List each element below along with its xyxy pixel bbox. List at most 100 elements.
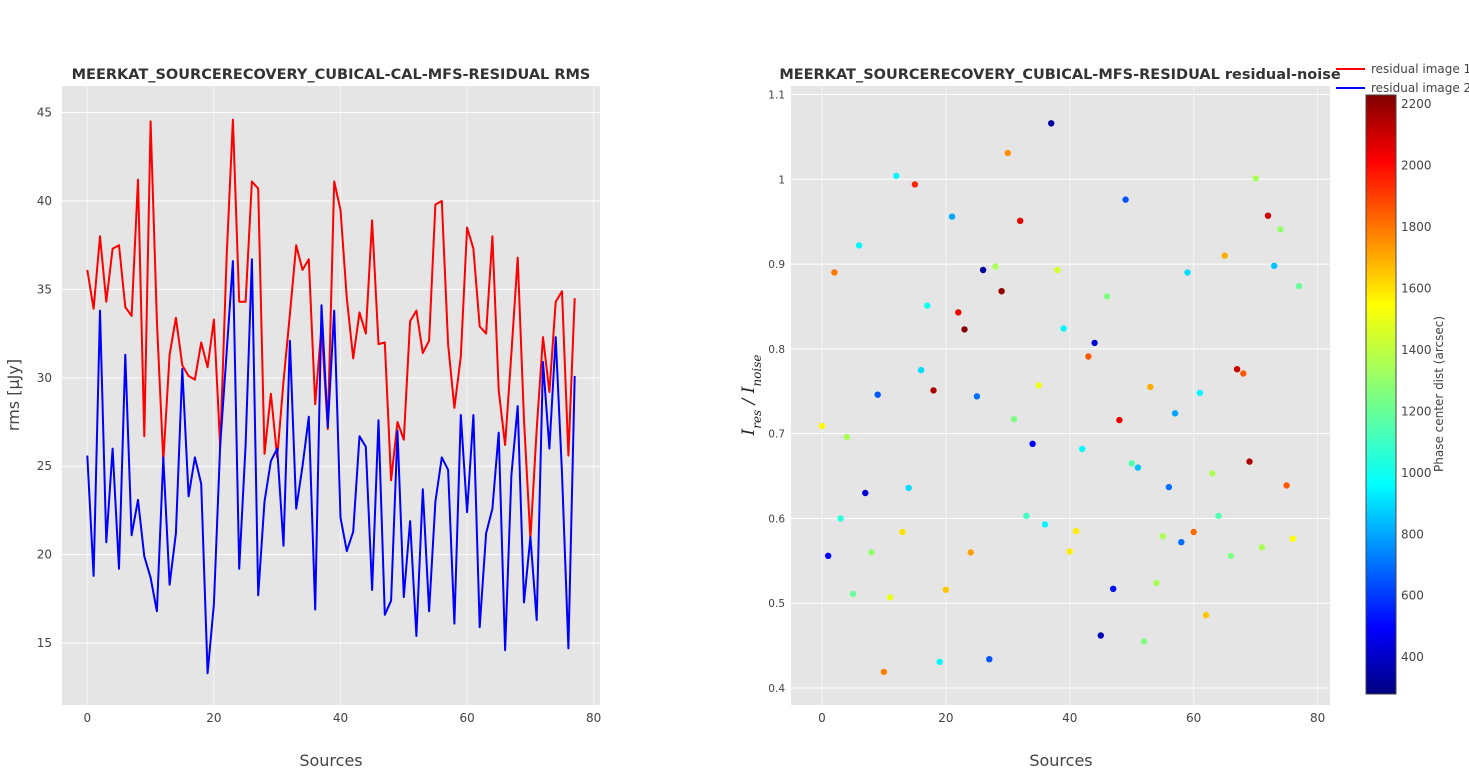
scatter-point	[837, 515, 844, 522]
right-x-tick-label: 0	[818, 711, 826, 725]
left-series-line-2	[86, 258, 576, 675]
scatter-point	[831, 269, 838, 276]
scatter-point	[1246, 458, 1253, 465]
right-y-tick-label: 1	[778, 174, 785, 186]
scatter-point	[862, 489, 869, 497]
scatter-point	[1277, 226, 1284, 233]
scatter-point	[1215, 512, 1222, 520]
scatter-point	[1264, 212, 1272, 219]
right-chart-title: MEERKAT_SOURCERECOVERY_CUBICAL-MFS-RESID…	[779, 67, 1341, 83]
legend-label-series2[interactable]: residual image 2	[1371, 81, 1469, 95]
scatter-point	[1079, 445, 1086, 453]
scatter-point	[1140, 638, 1148, 645]
scatter-point	[930, 387, 937, 394]
scatter-point	[1035, 382, 1043, 389]
scatter-point	[868, 549, 875, 556]
scatter-point	[855, 242, 863, 249]
colorbar-tick-label: 2200	[1401, 97, 1432, 111]
scatter-point	[1023, 512, 1030, 520]
scatter-point	[1091, 339, 1098, 347]
right-y-axis-label: Ires / Inoise	[739, 354, 764, 436]
scatter-point	[1258, 544, 1266, 551]
left-x-tick-label: 80	[586, 711, 601, 725]
left-y-tick-label: 45	[37, 106, 52, 120]
right-gridlines	[791, 86, 1330, 705]
scatter-point	[1233, 366, 1241, 373]
scatter-point	[1134, 464, 1142, 471]
scatter-point	[1017, 217, 1024, 224]
colorbar-tick-label: 1400	[1401, 343, 1432, 357]
right-scatter-points	[818, 120, 1303, 676]
scatter-point	[1004, 149, 1011, 157]
scatter-point	[1097, 632, 1105, 639]
left-y-tick-label: 35	[37, 282, 52, 296]
right-y-tick-label: 0.5	[768, 598, 785, 610]
right-y-tick-label: 0.7	[768, 429, 785, 441]
scatter-point	[1184, 269, 1191, 276]
scatter-point	[893, 172, 900, 180]
scatter-point	[1103, 293, 1111, 300]
left-x-tick-label: 60	[459, 711, 474, 725]
scatter-point	[1048, 120, 1055, 127]
scatter-point	[1029, 440, 1036, 447]
right-y-ticks: 0.4 0.5 0.6 0.7 0.8 0.9 1 1.1	[768, 89, 785, 695]
scatter-point	[948, 213, 956, 220]
scatter-point	[1159, 533, 1166, 540]
right-y-tick-label: 0.4	[768, 683, 785, 695]
right-x-tick-label: 20	[938, 711, 953, 725]
scatter-point	[1153, 579, 1160, 587]
left-x-tick-label: 40	[333, 711, 348, 725]
scatter-point	[1085, 353, 1092, 360]
scatter-point	[967, 549, 974, 556]
right-y-tick-label: 1.1	[768, 89, 785, 101]
left-plot-area	[62, 86, 600, 705]
legend-label-series1[interactable]: residual image 1	[1371, 62, 1469, 76]
scatter-point	[1209, 470, 1216, 477]
scatter-point	[843, 433, 850, 441]
left-y-tick-label: 25	[37, 459, 52, 473]
scatter-point	[1128, 460, 1135, 467]
left-y-tick-label: 30	[37, 371, 52, 385]
colorbar-tick-label: 400	[1401, 650, 1424, 664]
scatter-point	[1110, 585, 1117, 592]
scatter-point	[1010, 416, 1018, 423]
scatter-point	[1066, 548, 1074, 555]
left-y-tick-label: 15	[37, 636, 52, 650]
left-y-axis-label: rms [µJy]	[4, 359, 23, 431]
scatter-point	[1041, 521, 1049, 528]
scatter-point	[924, 302, 931, 309]
right-x-ticks: 0 20 40 60 80	[818, 711, 1325, 725]
scatter-point	[1072, 528, 1080, 535]
colorbar	[1365, 94, 1397, 695]
left-x-tick-label: 0	[83, 711, 91, 725]
left-y-tick-label: 20	[37, 548, 52, 562]
colorbar-title: Phase center dist (arcsec)	[1432, 316, 1446, 472]
left-series-line-1	[86, 118, 576, 540]
scatter-point	[1190, 528, 1197, 536]
scatter-point	[917, 366, 925, 374]
colorbar-tick-label: 600	[1401, 589, 1424, 603]
colorbar-ticks: 400 600 800 1000 1200 1400 1600 1800 2000 2200	[1401, 97, 1432, 664]
scatter-point	[1054, 266, 1061, 274]
scatter-point	[818, 422, 826, 430]
scatter-point	[936, 658, 943, 665]
scatter-point	[1196, 389, 1204, 397]
scatter-point	[1171, 410, 1179, 417]
scatter-point	[1221, 252, 1228, 259]
colorbar-tick-label: 2000	[1401, 159, 1432, 173]
colorbar-tick-label: 1200	[1401, 404, 1432, 418]
scatter-point	[1271, 262, 1278, 269]
scatter-point	[1060, 325, 1067, 332]
legend[interactable]: residual image 1 residual image 2	[1336, 62, 1469, 95]
left-chart-title: MEERKAT_SOURCERECOVERY_CUBICAL-CAL-MFS-R…	[72, 67, 591, 83]
scatter-point	[1283, 482, 1290, 489]
scatter-point	[1227, 552, 1235, 559]
left-y-tick-label: 40	[37, 194, 52, 208]
scatter-point	[973, 393, 981, 400]
scatter-point	[1295, 282, 1303, 290]
scatter-point	[1147, 383, 1154, 391]
left-x-axis-label: Sources	[299, 751, 362, 770]
scatter-point	[886, 594, 894, 601]
scatter-point	[998, 288, 1005, 295]
